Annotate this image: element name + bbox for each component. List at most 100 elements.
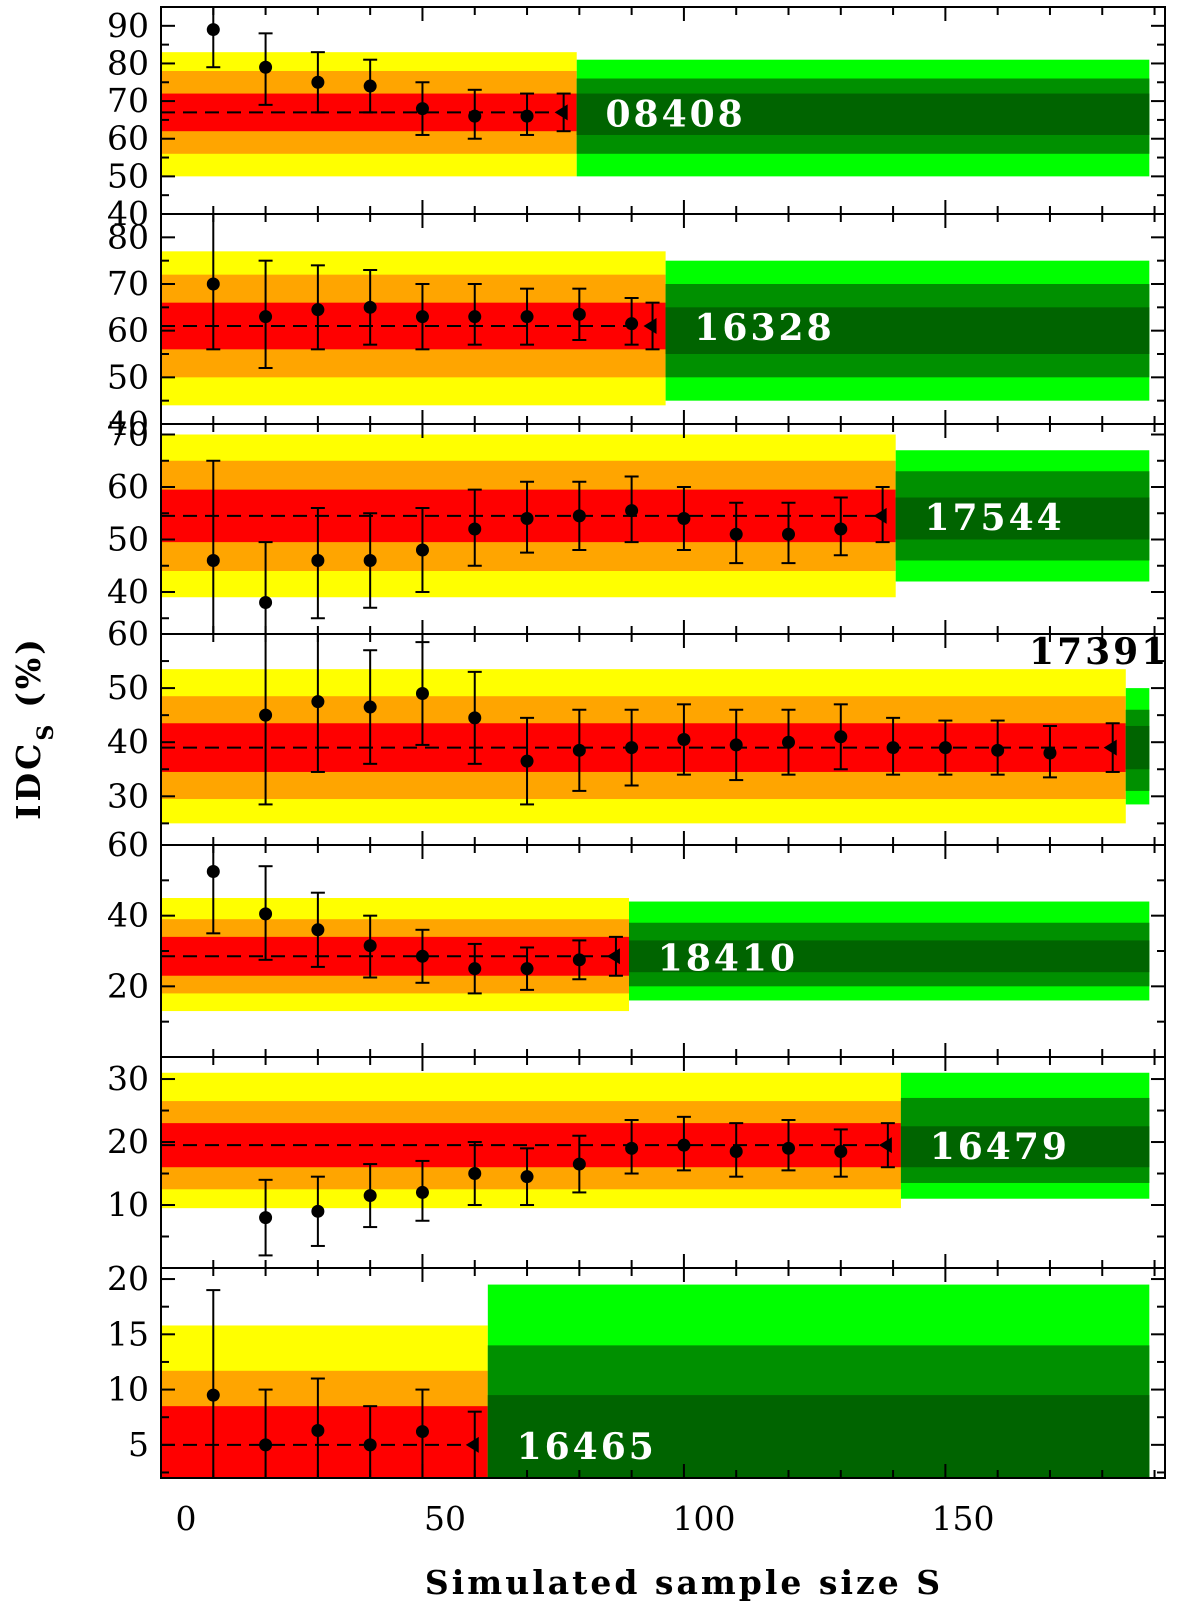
data-point-s10 (206, 214, 221, 351)
panel-label: 17391 (1029, 631, 1169, 673)
data-point-s120 (781, 1118, 796, 1172)
green-band-1 (1125, 725, 1150, 770)
full-sample-point (465, 1410, 482, 1478)
data-point-s10 (206, 459, 221, 634)
full-sample-point (606, 935, 623, 977)
data-point-marker (468, 1167, 482, 1181)
panel-label: 08408 (605, 93, 745, 135)
panel-body (161, 845, 1150, 1012)
panel-label: 16479 (930, 1126, 1070, 1168)
data-point-marker (468, 711, 482, 725)
data-point-s40 (363, 649, 378, 765)
data-point-marker (468, 310, 482, 324)
full-sample-point (1103, 722, 1120, 773)
y-axis-label-unit: (%) (9, 636, 48, 708)
x-tick-label-150: 150 (932, 1499, 995, 1538)
data-point-s40 (363, 914, 378, 979)
data-point-s70 (520, 92, 535, 136)
data-point-s60 (467, 670, 482, 765)
data-point-s40 (363, 58, 378, 114)
data-point-marker (363, 939, 377, 953)
y-tick-label: 70 (107, 415, 149, 454)
y-tick-label: 40 (107, 194, 149, 233)
y-tick-label: 50 (107, 156, 149, 195)
y-axis-label-subscript: S (33, 722, 59, 741)
data-point-marker (363, 1189, 377, 1203)
data-point-marker (1043, 746, 1057, 760)
panel-body (161, 434, 1150, 634)
panel-body (161, 1284, 1150, 1478)
data-point-marker (363, 79, 377, 93)
green-band-1 (900, 1126, 1150, 1168)
data-point-s30 (310, 264, 325, 351)
data-point-s80 (572, 939, 587, 981)
data-point-s30 (310, 1377, 325, 1478)
data-point-s170 (1042, 724, 1057, 779)
data-point-marker (834, 522, 848, 536)
y-tick-label: 30 (107, 776, 149, 815)
y-tick-label: 20 (107, 1122, 149, 1161)
y-tick-label: 15 (107, 1314, 149, 1353)
data-point-s90 (624, 475, 639, 544)
data-point-s80 (572, 1134, 587, 1194)
green-band-1 (665, 307, 1150, 354)
data-point-marker (468, 522, 482, 536)
data-point-s150 (938, 719, 953, 776)
y-tick-label: 10 (107, 1370, 149, 1409)
data-point-marker (520, 962, 534, 976)
data-point-marker (625, 741, 639, 755)
green-band-1 (895, 497, 1150, 540)
data-point-marker (363, 700, 377, 714)
y-tick-label: 50 (107, 668, 149, 707)
data-point-s20 (258, 541, 273, 634)
data-point-s60 (467, 283, 482, 346)
data-point-marker (625, 317, 639, 331)
panels: 0840840506070809016328405060708017544405… (107, 6, 1169, 1479)
data-point-s40 (363, 512, 378, 609)
data-point-s60 (467, 488, 482, 567)
data-point-s80 (572, 287, 587, 341)
data-point-marker (259, 1211, 273, 1225)
y-tick-label: 40 (107, 896, 149, 935)
data-point-s100 (676, 1115, 691, 1172)
data-point-s20 (258, 865, 273, 961)
data-point-marker (206, 1388, 220, 1402)
y-tick-label: 5 (128, 1425, 149, 1464)
data-point-marker (520, 310, 534, 324)
y-axis-label-main: IDC (9, 741, 48, 820)
data-point-s10 (206, 7, 221, 69)
y-tick-label: 20 (107, 1259, 149, 1298)
data-point-s100 (676, 703, 691, 776)
data-point-s40 (363, 1405, 378, 1478)
panel-16328: 16328 40 50 60 70 80 (107, 213, 1166, 443)
y-tick-label: 80 (107, 217, 149, 256)
data-point-s60 (467, 88, 482, 140)
data-point-s110 (729, 1122, 744, 1178)
full-sample-marker (465, 1436, 479, 1453)
data-point-s70 (520, 716, 535, 806)
y-tick-label: 60 (107, 825, 149, 864)
y-axis-label: IDCS (%) (9, 636, 59, 820)
data-point-s60 (467, 1141, 482, 1207)
y-tick-label: 40 (107, 572, 149, 611)
full-sample-marker (606, 948, 620, 965)
data-point-marker (782, 1141, 795, 1155)
data-point-marker (677, 1138, 691, 1152)
data-point-marker (206, 277, 220, 291)
data-point-s90 (624, 297, 639, 346)
data-point-s130 (833, 1128, 848, 1178)
x-tick-label-0: 0 (176, 1499, 197, 1538)
data-point-s20 (258, 259, 273, 369)
full-sample-point (554, 92, 571, 133)
data-point-marker (415, 310, 429, 324)
panel-body (161, 214, 1150, 406)
data-point-marker (363, 554, 377, 567)
data-point-marker (415, 1185, 429, 1199)
data-point-s30 (310, 51, 325, 114)
data-point-marker (677, 512, 691, 525)
data-point-marker (572, 1157, 586, 1171)
y-tick-label: 50 (107, 520, 149, 559)
green-band-1 (629, 940, 1150, 973)
